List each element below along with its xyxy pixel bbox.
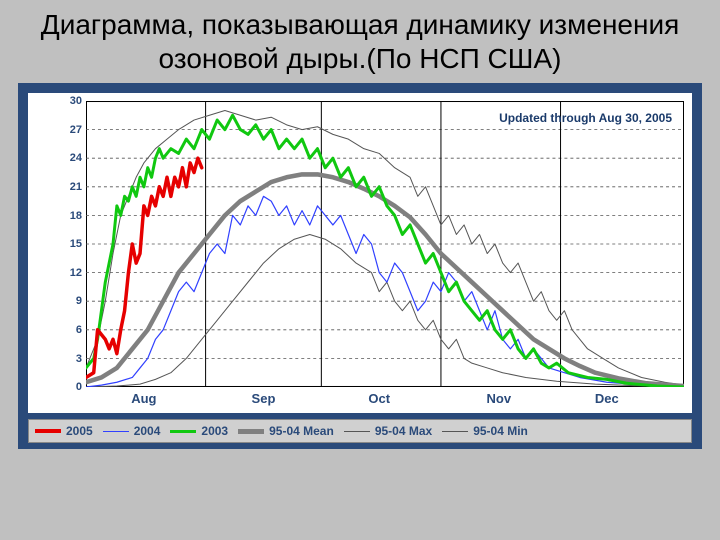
y-tick: 24 <box>70 152 82 164</box>
y-tick: 30 <box>70 95 82 107</box>
legend-swatch <box>442 431 468 432</box>
chart-box: Ozone Hole Area (Mkm²) 03691215182124273… <box>28 93 692 413</box>
y-tick: 15 <box>70 238 82 250</box>
legend-label: 95-04 Min <box>473 424 528 438</box>
plot-area: Updated through Aug 30, 2005 <box>86 101 684 387</box>
y-tick: 18 <box>70 210 82 222</box>
legend-item: 2003 <box>170 424 228 438</box>
y-tick: 6 <box>76 324 82 336</box>
legend-item: 95-04 Min <box>442 424 528 438</box>
x-tick: Aug <box>131 391 156 406</box>
chart-svg <box>86 101 684 387</box>
legend-item: 95-04 Mean <box>238 424 334 438</box>
y-tick: 27 <box>70 124 82 136</box>
series-2003 <box>86 115 684 387</box>
legend-swatch <box>35 429 61 433</box>
series-95-04-min <box>86 235 684 388</box>
legend-item: 95-04 Max <box>344 424 432 438</box>
x-tick: Nov <box>487 391 512 406</box>
y-tick: 21 <box>70 181 82 193</box>
y-tick: 9 <box>76 295 82 307</box>
legend-label: 2005 <box>66 424 93 438</box>
y-tick: 12 <box>70 267 82 279</box>
page-title: Диаграмма, показывающая динамику изменен… <box>0 0 720 79</box>
legend-item: 2005 <box>35 424 93 438</box>
x-tick: Dec <box>595 391 619 406</box>
legend: 2005 2004 2003 95-04 Mean 95-04 Max 95-04 Min <box>28 419 692 443</box>
legend-label: 95-04 Max <box>375 424 432 438</box>
legend-swatch <box>238 429 264 434</box>
legend-item: 2004 <box>103 424 161 438</box>
legend-swatch <box>170 430 196 433</box>
update-note: Updated through Aug 30, 2005 <box>499 111 672 125</box>
x-tick: Oct <box>368 391 390 406</box>
legend-swatch <box>103 431 129 432</box>
y-tick: 0 <box>76 381 82 393</box>
legend-swatch <box>344 431 370 432</box>
legend-label: 95-04 Mean <box>269 424 334 438</box>
y-ticks: 036912151821242730 <box>62 101 84 387</box>
legend-label: 2003 <box>201 424 228 438</box>
x-tick: Sep <box>252 391 276 406</box>
y-tick: 3 <box>76 353 82 365</box>
chart-frame: Ozone Hole Area (Mkm²) 03691215182124273… <box>18 83 702 449</box>
x-ticks: Aug Sep Oct Nov Dec <box>86 391 684 409</box>
legend-label: 2004 <box>134 424 161 438</box>
